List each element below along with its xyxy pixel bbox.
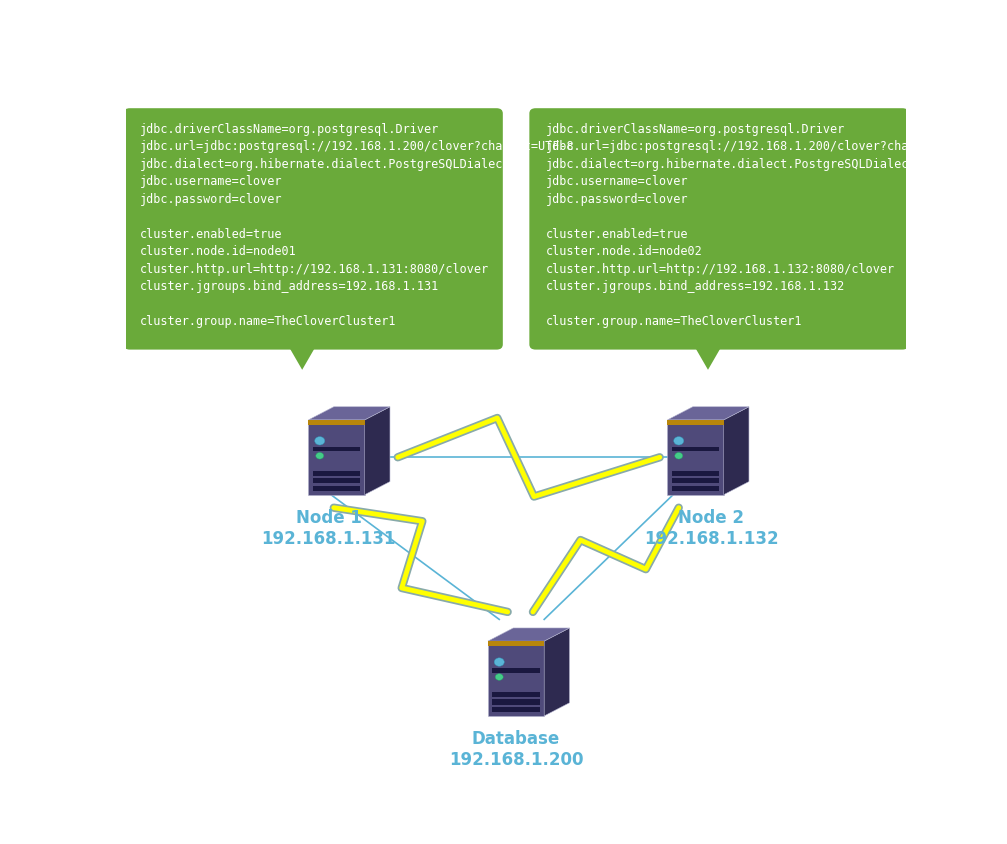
Polygon shape [313, 486, 361, 491]
Polygon shape [544, 628, 570, 716]
Polygon shape [668, 420, 724, 425]
Polygon shape [365, 408, 390, 495]
Polygon shape [313, 479, 361, 484]
Text: jdbc.driverClassName=org.postgresql.Driver
jdbc.url=jdbc:postgresql://192.168.1.: jdbc.driverClassName=org.postgresql.Driv… [140, 122, 575, 328]
Polygon shape [308, 420, 365, 425]
Polygon shape [492, 700, 540, 705]
Polygon shape [694, 345, 723, 371]
Polygon shape [672, 486, 719, 491]
Text: jdbc.driverClassName=org.postgresql.Driver
jdbc.url=jdbc:postgresql://192.168.1.: jdbc.driverClassName=org.postgresql.Driv… [546, 122, 981, 328]
FancyBboxPatch shape [124, 109, 502, 350]
Polygon shape [492, 668, 540, 673]
Polygon shape [488, 641, 544, 647]
Polygon shape [313, 471, 361, 476]
Polygon shape [488, 641, 544, 716]
Circle shape [495, 674, 504, 680]
Polygon shape [288, 345, 317, 371]
Polygon shape [724, 408, 749, 495]
Polygon shape [672, 471, 719, 476]
Circle shape [675, 453, 683, 459]
Polygon shape [488, 628, 570, 641]
Polygon shape [668, 420, 724, 495]
Polygon shape [308, 420, 365, 495]
Polygon shape [492, 692, 540, 697]
Circle shape [316, 453, 323, 459]
Circle shape [674, 437, 684, 446]
Polygon shape [492, 707, 540, 712]
Polygon shape [668, 408, 749, 420]
Polygon shape [672, 479, 719, 484]
Circle shape [494, 658, 505, 667]
Text: Database
192.168.1.200: Database 192.168.1.200 [449, 729, 583, 768]
Polygon shape [308, 408, 390, 420]
Circle shape [314, 437, 325, 446]
Text: Node 1
192.168.1.131: Node 1 192.168.1.131 [262, 508, 396, 547]
FancyBboxPatch shape [530, 109, 908, 350]
Text: Node 2
192.168.1.132: Node 2 192.168.1.132 [643, 508, 778, 547]
Polygon shape [313, 447, 361, 452]
Polygon shape [672, 447, 719, 452]
